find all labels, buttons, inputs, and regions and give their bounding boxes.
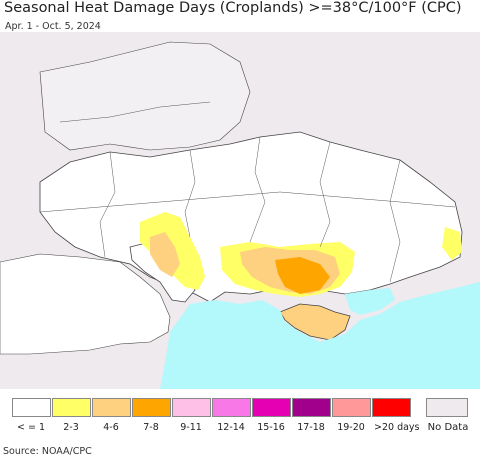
legend-swatch bbox=[172, 398, 211, 417]
legend-label: 12-14 bbox=[217, 422, 245, 433]
legend-no-data-swatch bbox=[426, 398, 468, 417]
legend-swatch bbox=[212, 398, 251, 417]
map-title: Seasonal Heat Damage Days (Croplands) >=… bbox=[4, 0, 462, 16]
zone-7-8-south bbox=[275, 257, 330, 294]
romania-region bbox=[0, 253, 171, 355]
legend-swatch bbox=[52, 398, 91, 417]
legend-label: 2-3 bbox=[63, 422, 79, 433]
source-credit: Source: NOAA/CPC bbox=[3, 446, 92, 457]
legend-swatch bbox=[132, 398, 171, 417]
legend-label: 15-16 bbox=[257, 422, 285, 433]
legend-swatch bbox=[92, 398, 131, 417]
black-sea bbox=[160, 282, 480, 389]
legend-swatch bbox=[292, 398, 331, 417]
legend-label: 4-6 bbox=[103, 422, 119, 433]
belarus-region bbox=[39, 41, 251, 151]
legend-label: >20 days bbox=[374, 422, 420, 433]
legend-label: 7-8 bbox=[143, 422, 159, 433]
legend-swatch bbox=[12, 398, 51, 417]
admin-borders bbox=[39, 101, 456, 283]
legend-swatch bbox=[332, 398, 371, 417]
legend-no-data-label: No Data bbox=[427, 422, 469, 433]
heat-damage-map bbox=[0, 32, 480, 389]
legend-label: 19-20 bbox=[337, 422, 365, 433]
legend-swatch bbox=[252, 398, 291, 417]
zone-2-3-east bbox=[442, 227, 462, 260]
legend-label: < = 1 bbox=[16, 422, 45, 433]
legend-swatch bbox=[372, 398, 411, 417]
map-subtitle: Apr. 1 - Oct. 5, 2024 bbox=[5, 21, 101, 32]
azov-sea bbox=[345, 288, 395, 315]
crimea-region bbox=[279, 303, 351, 341]
zone-4-6-west bbox=[150, 232, 180, 277]
legend-label: 17-18 bbox=[297, 422, 325, 433]
legend-label: 9-11 bbox=[180, 422, 202, 433]
